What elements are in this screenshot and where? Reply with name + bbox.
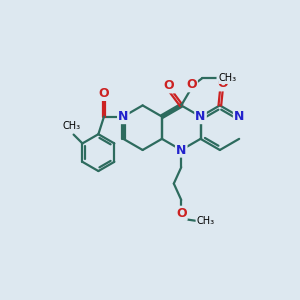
Text: N: N <box>118 110 128 123</box>
Text: O: O <box>218 77 228 90</box>
Text: CH₃: CH₃ <box>219 74 237 83</box>
Text: CH₃: CH₃ <box>196 216 214 226</box>
Text: N: N <box>234 110 244 123</box>
Text: O: O <box>99 87 109 100</box>
Text: N: N <box>195 110 206 123</box>
Text: CH₃: CH₃ <box>62 121 80 131</box>
Text: O: O <box>164 79 174 92</box>
Text: O: O <box>176 207 187 220</box>
Text: N: N <box>176 143 186 157</box>
Text: O: O <box>186 78 197 91</box>
